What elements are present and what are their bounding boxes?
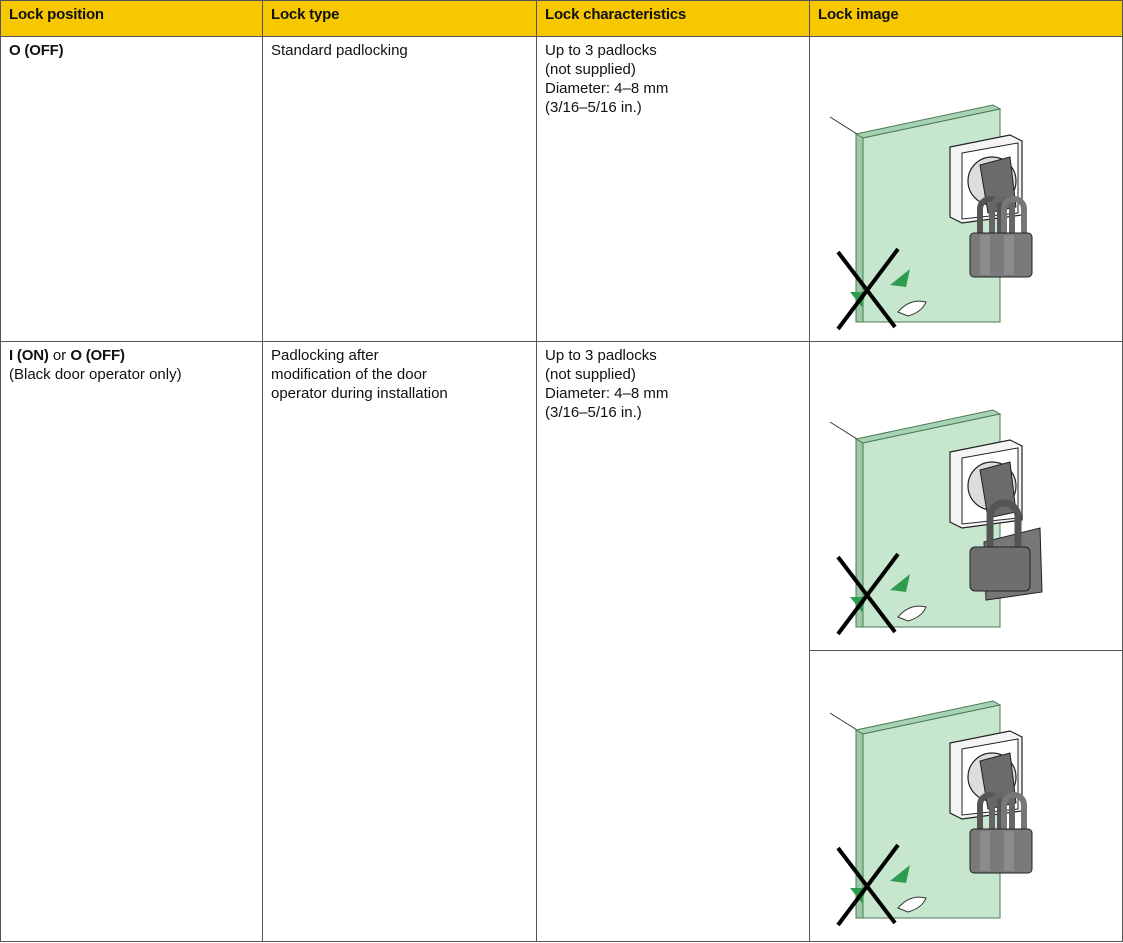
lock-illustration [828,408,1122,636]
header-cell: Lock position [0,0,263,37]
characteristic: Diameter: 4–8 mm [545,385,669,402]
characteristics-cell: Up to 3 padlocks (not supplied) Diameter… [536,36,810,342]
characteristic: Up to 3 padlocks [545,42,657,59]
characteristic: (3/16–5/16 in.) [545,404,642,421]
position-cell: O (OFF) [0,36,263,342]
header-cell: Lock characteristics [536,0,810,37]
header-row: Lock position Lock type Lock characteris… [0,0,1123,37]
position-connector: or [52,347,67,364]
lock-illustration [828,103,1122,331]
header-cell: Lock image [809,0,1123,37]
type: modification of the door [271,366,427,383]
type: Standard padlocking [271,42,408,59]
type: Padlocking after [271,347,379,364]
table-row: O (OFF) Standard padlocking Up to 3 padl… [0,36,1123,342]
characteristic: (3/16–5/16 in.) [545,99,642,116]
position-cell: I (ON) or O (OFF) (Black door operator o… [0,341,263,942]
header-cell: Lock type [262,0,537,37]
type: operator during installation [271,385,448,402]
characteristic: (not supplied) [545,366,636,383]
position: I (ON) [9,347,49,364]
type-cell: Standard padlocking [262,36,537,342]
table-row: I (ON) or O (OFF) (Black door operator o… [0,341,1123,942]
position: O (OFF) [9,42,64,59]
image-cell [809,341,1123,651]
position-note: (Black door operator only) [9,366,182,383]
image-cell [809,36,1123,342]
characteristic: (not supplied) [545,61,636,78]
lock-illustration [828,699,1122,927]
characteristic: Diameter: 4–8 mm [545,80,669,97]
position: O (OFF) [70,347,125,364]
table-row [1,650,1123,942]
type-cell: Padlocking after modification of the doo… [262,341,537,942]
characteristic: Up to 3 padlocks [545,347,657,364]
image-cell [809,650,1123,942]
characteristics-cell: Up to 3 padlocks (not supplied) Diameter… [536,341,810,942]
